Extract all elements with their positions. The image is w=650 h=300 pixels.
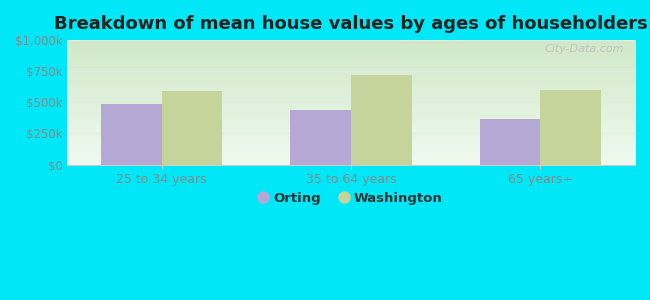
Text: City-Data.com: City-Data.com	[544, 44, 623, 54]
Bar	[351, 75, 411, 165]
Bar	[480, 118, 540, 165]
Legend: Orting, Washington: Orting, Washington	[254, 187, 447, 210]
Bar	[540, 90, 601, 165]
Bar	[162, 91, 222, 165]
Title: Breakdown of mean house values by ages of householders: Breakdown of mean house values by ages o…	[54, 15, 648, 33]
Bar	[291, 110, 351, 165]
Bar	[101, 103, 162, 165]
